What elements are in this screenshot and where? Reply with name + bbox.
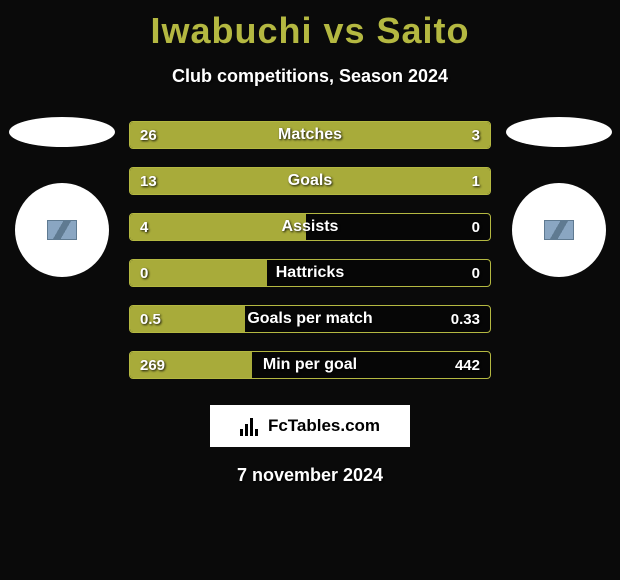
stat-value-right: 0.33	[451, 306, 480, 332]
stat-value-left: 269	[140, 352, 165, 378]
stat-value-right: 442	[455, 352, 480, 378]
stat-value-left: 0	[140, 260, 148, 286]
bar-left	[130, 260, 267, 286]
right-avatar	[512, 183, 606, 277]
stat-row: 00Hattricks	[129, 259, 491, 287]
subtitle: Club competitions, Season 2024	[0, 66, 620, 87]
bar-left	[130, 168, 454, 194]
brand-text: FcTables.com	[268, 416, 380, 436]
bar-left	[130, 122, 404, 148]
flag-icon	[47, 220, 77, 240]
stat-row: 40Assists	[129, 213, 491, 241]
brand-badge: FcTables.com	[210, 405, 410, 447]
stat-row: 0.50.33Goals per match	[129, 305, 491, 333]
stat-value-right: 0	[472, 260, 480, 286]
right-disc-icon	[506, 117, 612, 147]
stat-row: 263Matches	[129, 121, 491, 149]
page-title: Iwabuchi vs Saito	[0, 0, 620, 52]
stat-value-left: 13	[140, 168, 157, 194]
left-avatar	[15, 183, 109, 277]
stat-value-left: 26	[140, 122, 157, 148]
left-disc-icon	[9, 117, 115, 147]
stat-value-left: 4	[140, 214, 148, 240]
brand-chart-icon	[240, 416, 262, 436]
stat-value-right: 0	[472, 214, 480, 240]
flag-icon	[544, 220, 574, 240]
player-left-column	[4, 121, 119, 397]
stat-value-left: 0.5	[140, 306, 161, 332]
player-right-column	[501, 121, 616, 397]
bar-left	[130, 214, 306, 240]
comparison-panel: 263Matches131Goals40Assists00Hattricks0.…	[0, 121, 620, 397]
stats-bars: 263Matches131Goals40Assists00Hattricks0.…	[119, 121, 501, 397]
stat-value-right: 1	[472, 168, 480, 194]
stat-row: 131Goals	[129, 167, 491, 195]
date-label: 7 november 2024	[0, 465, 620, 486]
stat-value-right: 3	[472, 122, 480, 148]
stat-row: 269442Min per goal	[129, 351, 491, 379]
